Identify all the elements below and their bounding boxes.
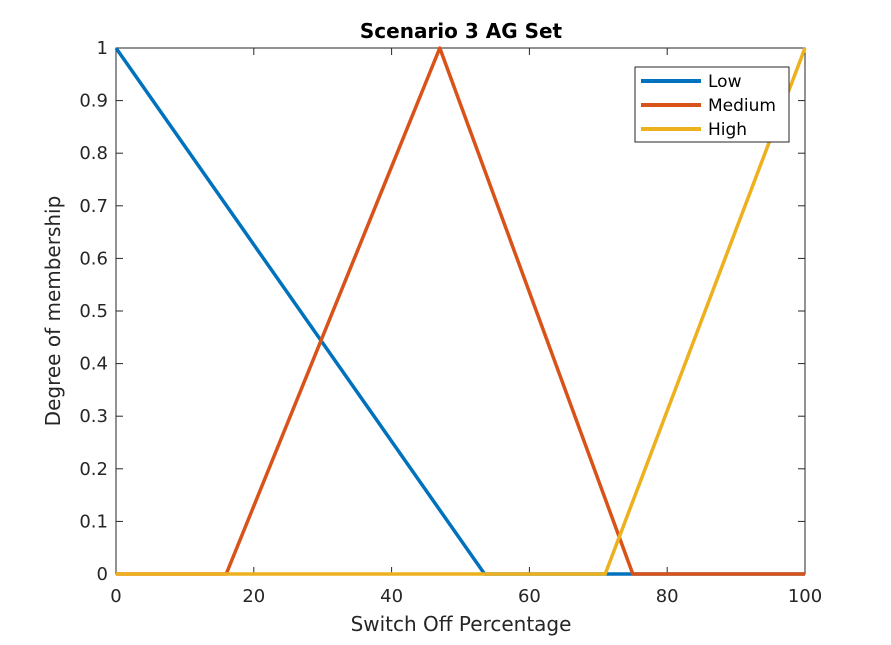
y-tick-label: 0.4 (79, 354, 108, 375)
x-tick-label: 40 (380, 586, 403, 607)
x-tick-label: 80 (656, 586, 679, 607)
y-axis-label: Degree of membership (41, 196, 65, 427)
legend-label-low: Low (708, 72, 742, 92)
y-tick-label: 0.9 (79, 91, 108, 112)
y-tick-label: 1 (97, 38, 108, 59)
y-tick-label: 0.3 (79, 406, 108, 427)
y-tick-label: 0.7 (79, 196, 108, 217)
legend-label-high: High (708, 120, 747, 140)
y-tick-label: 0 (97, 564, 108, 585)
series-line-high (116, 47, 807, 576)
y-tick-label: 0.2 (79, 459, 108, 480)
series-lines (114, 46, 807, 576)
y-tick-label: 0.1 (79, 511, 108, 532)
x-axis-label: Switch Off Percentage (351, 612, 572, 636)
legend: Low Medium High (634, 66, 790, 143)
x-tick-label: 100 (788, 586, 822, 607)
legend-label-medium: Medium (708, 96, 776, 116)
x-tick-label: 20 (242, 586, 265, 607)
y-tick-label: 0.8 (79, 143, 108, 164)
x-tick-label: 60 (518, 586, 541, 607)
legend-entries: Low Medium High (641, 72, 776, 140)
y-tick-label: 0.5 (79, 301, 108, 322)
y-tick-label: 0.6 (79, 248, 108, 269)
chart-title: Scenario 3 AG Set (360, 19, 563, 43)
axis-tick-labels: 0 20 40 60 80 100 0 0.1 0.2 0.3 0.4 0.5 0.6 0.7 0.8 0.9… (79, 38, 822, 607)
x-tick-label: 0 (110, 586, 121, 607)
